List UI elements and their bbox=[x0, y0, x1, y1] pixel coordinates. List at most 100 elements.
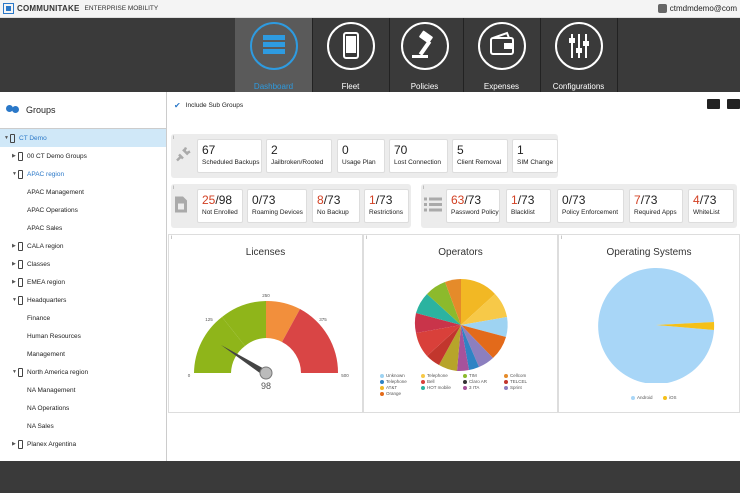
stat-password-policy[interactable]: 63/73 Password Policy bbox=[446, 189, 500, 223]
legend-item[interactable]: AT&T bbox=[380, 385, 397, 390]
info-icon[interactable]: i bbox=[173, 185, 175, 191]
legend-item[interactable]: Sprint bbox=[504, 385, 522, 390]
print-icon[interactable] bbox=[727, 99, 740, 109]
groups-icon bbox=[6, 105, 20, 115]
nav-expenses-label: Expenses bbox=[483, 82, 520, 91]
gauge-tick-250: 250 bbox=[262, 293, 270, 298]
layout-toggle-icon[interactable] bbox=[707, 99, 720, 109]
top-bar: COMMUNITAKE ENTERPRISE MOBILITY ctmdmdem… bbox=[0, 0, 740, 18]
nav-expenses[interactable]: Expenses bbox=[463, 18, 540, 92]
tree-item-management[interactable]: Management bbox=[27, 350, 65, 358]
gauge-tick-500: 500 bbox=[341, 373, 349, 378]
tree-item-cala-region[interactable]: ▶ CALA region bbox=[12, 241, 64, 251]
stat-client-removal[interactable]: 5 Client Removal bbox=[452, 139, 508, 173]
nav-fleet-label: Fleet bbox=[341, 82, 360, 91]
expand-icon[interactable]: ▶ bbox=[12, 261, 16, 267]
tree-item-planex-argentina[interactable]: ▶ Planex Argentina bbox=[12, 439, 77, 449]
expand-icon[interactable]: ▶ bbox=[12, 441, 16, 447]
gauge-tick-375: 375 bbox=[319, 317, 327, 322]
operating-systems-title: Operating Systems bbox=[606, 247, 692, 258]
groups-title: Groups bbox=[26, 105, 56, 115]
device-icon bbox=[18, 259, 23, 269]
legend-item[interactable]: Cellcom bbox=[504, 373, 526, 378]
stat-whitelist[interactable]: 4/73 WhiteList bbox=[688, 189, 734, 223]
tree-item-apac-region[interactable]: ▼ APAC region bbox=[12, 169, 65, 179]
plug-icon bbox=[174, 146, 192, 167]
info-icon[interactable]: i bbox=[366, 235, 368, 241]
legend-item[interactable]: TIM bbox=[463, 373, 477, 378]
operators-pie bbox=[414, 279, 508, 372]
expand-icon[interactable]: ▼ bbox=[12, 369, 17, 375]
tree-item-headquarters[interactable]: ▼ Headquarters bbox=[12, 295, 67, 305]
info-icon[interactable]: i bbox=[423, 185, 425, 191]
nav-policies[interactable]: Policies bbox=[386, 18, 463, 92]
stat-required-apps[interactable]: 7/73 Required Apps bbox=[629, 189, 683, 223]
gauge-tick-125: 125 bbox=[205, 317, 213, 322]
pie-slice-android bbox=[598, 268, 714, 383]
expand-icon[interactable]: ▶ bbox=[12, 153, 16, 159]
sliders-icon bbox=[554, 22, 603, 70]
operators-panel: i Operators Unknown Telephone bbox=[363, 234, 558, 413]
dashboard-icon bbox=[249, 22, 298, 70]
legend-item[interactable]: Bell bbox=[421, 379, 435, 384]
stat-no-backup[interactable]: 8/73 No Backup bbox=[312, 189, 360, 223]
view-toolbar bbox=[707, 99, 740, 109]
legend-item-android[interactable]: Android bbox=[631, 395, 653, 400]
legend-item[interactable]: Telephone bbox=[421, 373, 448, 378]
expand-icon[interactable]: ▶ bbox=[12, 279, 16, 285]
legend-item-ios[interactable]: iOS bbox=[663, 395, 677, 400]
info-icon[interactable]: i bbox=[171, 235, 173, 241]
tree-item-human-resources[interactable]: Human Resources bbox=[27, 332, 81, 340]
legend-item[interactable]: 3 ITA bbox=[463, 385, 479, 390]
expand-icon[interactable]: ▼ bbox=[12, 297, 17, 303]
nav-configurations[interactable]: Configurations bbox=[540, 18, 617, 92]
tree-item-00-ct-demo-groups[interactable]: ▶ 00 CT Demo Groups bbox=[12, 151, 87, 161]
tree-item-na-operations[interactable]: NA Operations bbox=[27, 404, 70, 412]
info-icon[interactable]: i bbox=[173, 135, 175, 141]
wallet-icon bbox=[477, 22, 526, 70]
gavel-icon bbox=[400, 22, 449, 70]
tree-item-north-america-region[interactable]: ▼ North America region bbox=[12, 367, 89, 377]
nav-dashboard[interactable]: Dashboard bbox=[235, 18, 312, 92]
user-menu[interactable]: ctmdmdemo@com bbox=[657, 4, 737, 13]
logo: COMMUNITAKE ENTERPRISE MOBILITY bbox=[3, 3, 158, 14]
expand-icon[interactable]: ▼ bbox=[4, 135, 9, 141]
stat-not-enrolled[interactable]: 25/98 Not Enrolled bbox=[197, 189, 243, 223]
tree-item-apac-management[interactable]: APAC Management bbox=[27, 188, 84, 196]
device-icon bbox=[18, 277, 23, 287]
user-icon bbox=[657, 4, 667, 13]
tree-item-na-sales[interactable]: NA Sales bbox=[27, 422, 54, 430]
stat-lost-connection[interactable]: 70 Lost Connection bbox=[389, 139, 448, 173]
alerts-group-1: i 67 Scheduled Backups 2 Jailbroken/Rooted… bbox=[171, 134, 558, 178]
stat-jailbroken-rooted[interactable]: 2 Jailbroken/Rooted bbox=[266, 139, 332, 173]
list-icon bbox=[424, 197, 442, 216]
legend-item[interactable]: Telephone bbox=[380, 379, 407, 384]
groups-sidebar: Groups ▼ CT Demo ▶ 00 CT Demo Groups ▼ APAC… bbox=[0, 92, 167, 461]
tree-item-na-management[interactable]: NA Management bbox=[27, 386, 76, 394]
stat-blacklist[interactable]: 1/73 Blacklist bbox=[506, 189, 551, 223]
nav-fleet[interactable]: Fleet bbox=[312, 18, 389, 92]
include-sub-groups-checkbox[interactable]: ✔ Include Sub Groups bbox=[174, 101, 243, 110]
tree-item-apac-sales[interactable]: APAC Sales bbox=[27, 224, 63, 232]
tree-item-classes[interactable]: ▶ Classes bbox=[12, 259, 51, 269]
legend-item[interactable]: TELCEL bbox=[504, 379, 527, 384]
device-icon bbox=[18, 241, 23, 251]
stat-usage-plan[interactable]: 0 Usage Plan bbox=[337, 139, 385, 173]
legend-item[interactable]: Unknown bbox=[380, 373, 405, 378]
expand-icon[interactable]: ▶ bbox=[12, 243, 16, 249]
tree-item-finance[interactable]: Finance bbox=[27, 314, 51, 322]
dashboard-content: ✔ Include Sub Groups i 67 Scheduled Backu… bbox=[168, 92, 740, 461]
stat-restrictions[interactable]: 1/73 Restrictions bbox=[364, 189, 409, 223]
info-icon[interactable]: i bbox=[561, 235, 563, 241]
legend-item[interactable]: Claro AR bbox=[463, 379, 487, 384]
stat-scheduled-backups[interactable]: 67 Scheduled Backups bbox=[197, 139, 262, 173]
stat-roaming-devices[interactable]: 0/73 Roaming Devices bbox=[247, 189, 307, 223]
expand-icon[interactable]: ▼ bbox=[12, 171, 17, 177]
stat-sim-change[interactable]: 1 SIM Change bbox=[512, 139, 558, 173]
legend-item[interactable]: HOT mobile bbox=[421, 385, 451, 390]
legend-item[interactable]: Orange bbox=[380, 391, 401, 396]
tree-item-emea-region[interactable]: ▶ EMEA region bbox=[12, 277, 65, 287]
tree-item-apac-operations[interactable]: APAC Operations bbox=[27, 206, 78, 214]
stat-policy-enforcement[interactable]: 0/73 Policy Enforcement bbox=[557, 189, 624, 223]
tree-item-ct-demo[interactable]: ▼ CT Demo bbox=[0, 129, 166, 147]
